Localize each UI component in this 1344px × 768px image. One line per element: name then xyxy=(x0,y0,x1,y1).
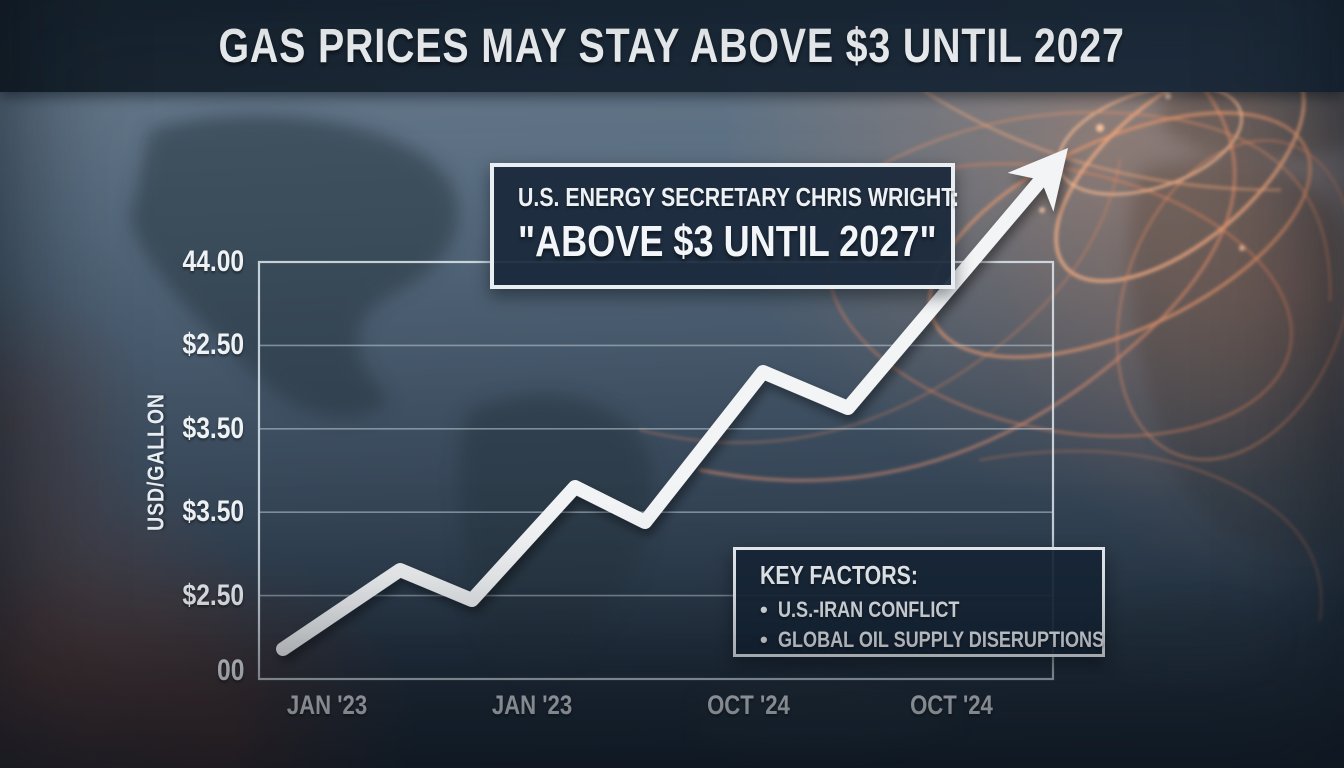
x-axis-tick: OCT '24 xyxy=(706,690,790,720)
trend-line xyxy=(276,165,1055,656)
quote-callout-box: U.S. ENERGY SECRETARY CHRIS WRIGHT: "ABO… xyxy=(490,163,959,289)
x-axis-tick: OCT '24 xyxy=(909,690,993,720)
key-factor-item: U.S.-IRAN CONFLICT xyxy=(760,595,1092,625)
trend-arrowhead xyxy=(1007,148,1068,212)
x-axis-tick: JAN '23 xyxy=(491,690,573,720)
y-axis-tick: 44.00 xyxy=(182,245,244,278)
x-axis-tick: JAN '23 xyxy=(286,690,368,720)
key-factors-box: KEY FACTORS: U.S.-IRAN CONFLICTGLOBAL OI… xyxy=(733,547,1105,657)
y-axis-tick: $2.50 xyxy=(182,578,244,612)
headline-title: GAS PRICES MAY STAY ABOVE $3 UNTIL 2027 xyxy=(218,19,1126,73)
key-factor-item: GLOBAL OIL SUPPLY DISERUPTIONS xyxy=(760,625,1104,655)
key-factors-list: U.S.-IRAN CONFLICTGLOBAL OIL SUPPLY DISE… xyxy=(760,595,1104,655)
y-axis-tick: 00 xyxy=(216,654,244,687)
y-axis-tick: $2.50 xyxy=(182,328,244,362)
headline-banner: GAS PRICES MAY STAY ABOVE $3 UNTIL 2027 xyxy=(0,0,1344,92)
key-factors-title: KEY FACTORS: xyxy=(760,560,918,590)
chart-trend-line xyxy=(276,148,1068,656)
quote-text: "ABOVE $3 UNTIL 2027" xyxy=(518,216,937,266)
y-axis-tick: $3.50 xyxy=(182,411,244,445)
quote-attribution: U.S. ENERGY SECRETARY CHRIS WRIGHT: xyxy=(518,181,960,212)
y-axis-title: USD/GALLON xyxy=(142,393,169,531)
y-axis-tick: $3.50 xyxy=(182,495,244,529)
